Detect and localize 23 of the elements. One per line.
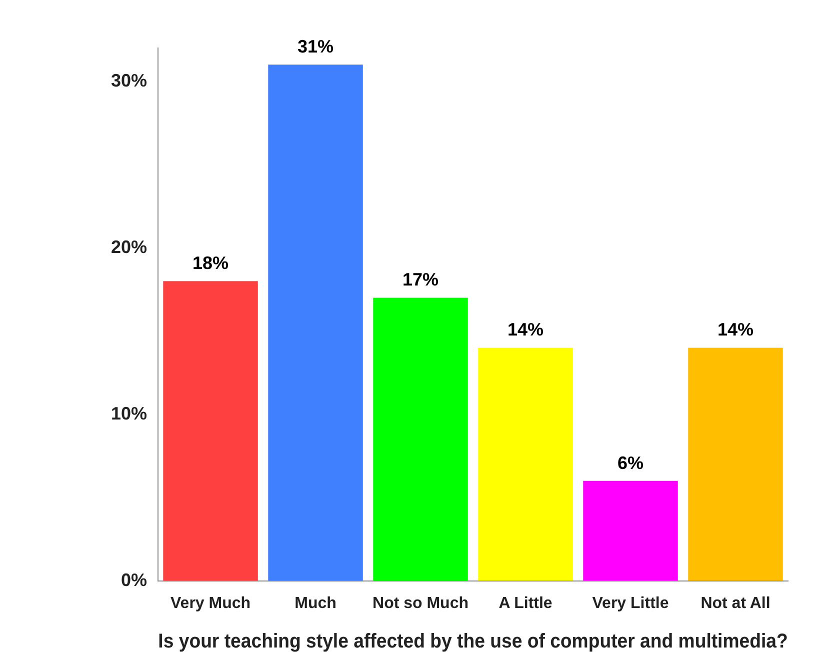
x-tick-label: Not at All [700,594,770,612]
bar [583,480,678,581]
y-tick-label: 10% [110,403,148,424]
data-label: 17% [402,270,439,290]
x-axis-title: Is your teaching style affected by the use of computer and multimedia? [158,630,788,653]
data-label: 14% [717,320,754,340]
data-label: 31% [298,36,334,57]
x-tick-label: Much [294,594,336,612]
y-tick-label: 20% [110,236,148,257]
x-tick-label: Very Much [170,594,251,612]
bar [373,298,468,581]
y-tick-label: 30% [110,70,148,90]
x-tick-label: Not so Much [372,594,469,612]
data-label: 18% [192,253,229,274]
x-tick-label: Very Little [592,594,669,612]
bar [268,64,363,581]
data-label: 6% [618,452,644,473]
bar [688,348,783,581]
y-tick-label: 0% [121,570,148,590]
x-tick-label: A Little [498,594,552,612]
bar [478,348,573,581]
data-label: 14% [507,320,544,340]
bar [163,281,258,581]
